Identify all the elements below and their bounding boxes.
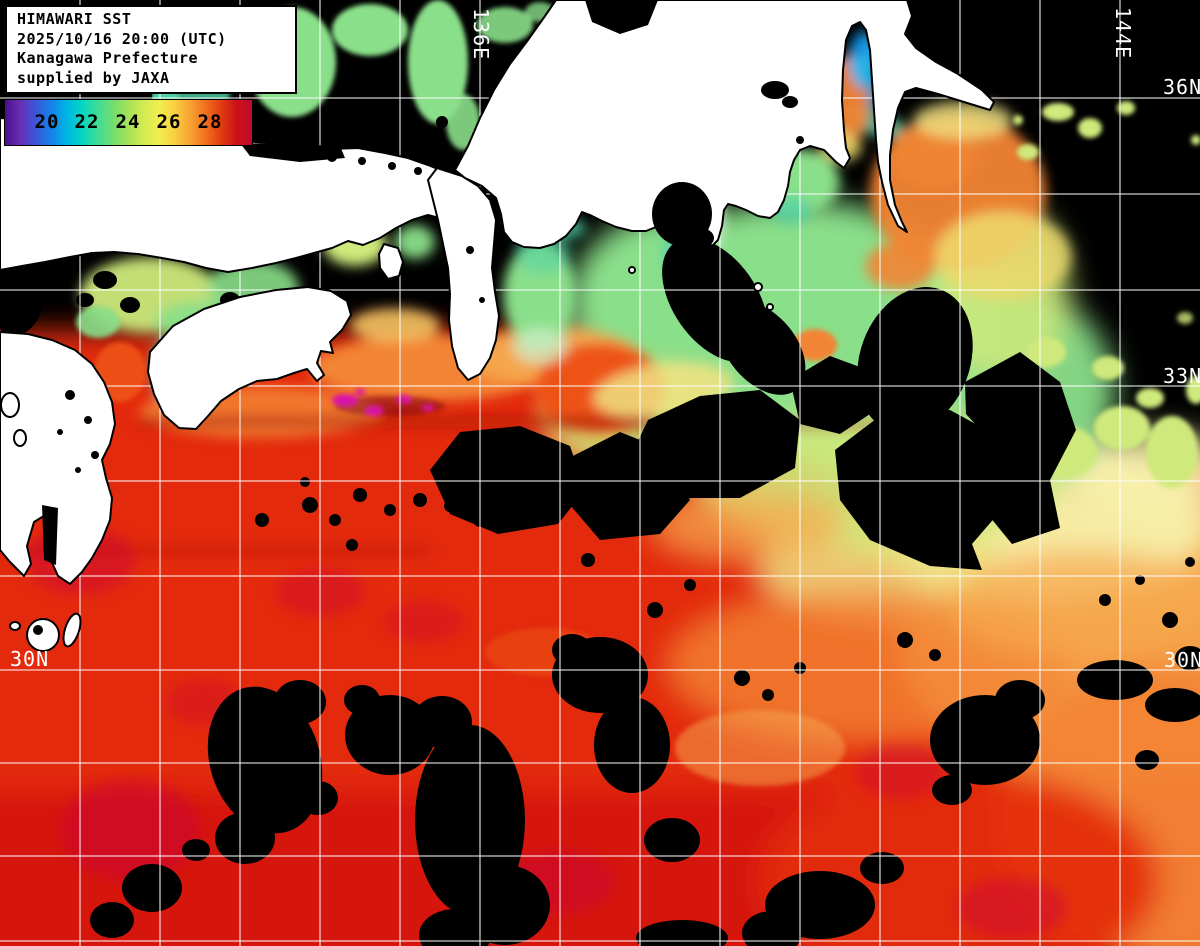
land-kyushu	[0, 331, 116, 585]
land-honshu-east	[454, 0, 995, 249]
title-line-region: Kanagawa Prefecture	[17, 49, 199, 67]
geo-label: 144E	[1111, 7, 1135, 59]
geo-label: 30N	[10, 647, 49, 671]
colorbar-tick: 26	[156, 111, 182, 133]
land-island	[13, 429, 27, 447]
land-shikoku	[147, 286, 352, 430]
geo-label: 136E	[469, 8, 493, 60]
land-island	[9, 621, 21, 631]
colorbar-tick: 20	[34, 111, 60, 133]
land-kii-west	[427, 167, 500, 381]
land-island	[62, 612, 82, 648]
land-island	[0, 392, 20, 418]
colorbar-tick: 24	[115, 111, 141, 133]
geo-label: 30N	[1164, 648, 1200, 672]
geo-label-layer: 136E 144E 36N 33N 30N 30N	[10, 7, 1200, 672]
land-island	[753, 282, 763, 292]
colorbar-tick: 22	[74, 111, 100, 133]
land-awaji	[378, 243, 404, 280]
land-cloud-layer	[33, 0, 804, 635]
title-line-product: HIMAWARI SST	[17, 10, 132, 28]
geo-label: 33N	[1163, 364, 1200, 388]
land-island	[766, 303, 774, 311]
land-layer	[0, 0, 995, 652]
colorbar-tick: 28	[197, 111, 223, 133]
sst-colorbar: 20 22 24 26 28	[4, 99, 253, 146]
title-line-datetime: 2025/10/16 20:00 (UTC)	[17, 29, 227, 48]
geo-label: 36N	[1163, 75, 1200, 99]
land-island	[628, 266, 636, 274]
title-line-source: supplied by JAXA	[17, 68, 170, 87]
title-box: HIMAWARI SST 2025/10/16 20:00 (UTC) Kana…	[5, 5, 297, 94]
